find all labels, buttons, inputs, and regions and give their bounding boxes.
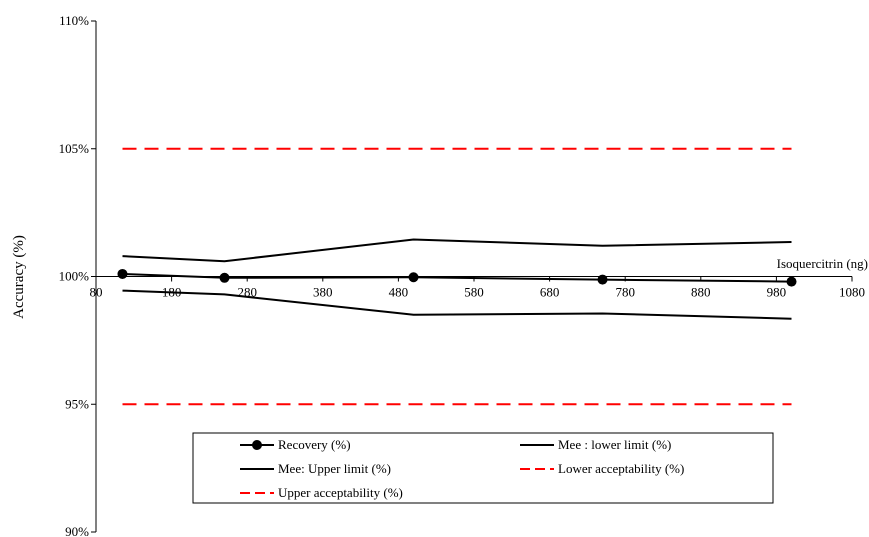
y-tick-label: 90% bbox=[65, 524, 89, 537]
x-tick-label: 280 bbox=[237, 285, 257, 300]
legend-box bbox=[192, 432, 774, 504]
legend-label-0: Recovery (%) bbox=[278, 437, 351, 452]
series-line-2 bbox=[122, 238, 792, 263]
x-tick-label: 80 bbox=[90, 285, 103, 300]
legend-label-1: Mee : lower limit (%) bbox=[558, 437, 671, 452]
x-tick-label: 1080 bbox=[839, 285, 865, 300]
x-tick-label: 180 bbox=[162, 285, 182, 300]
x-tick-label: 880 bbox=[691, 285, 711, 300]
x-tick-label: 380 bbox=[313, 285, 333, 300]
x-tick-label: 680 bbox=[540, 285, 560, 300]
recovery-point bbox=[117, 268, 128, 279]
y-axis-title: Accuracy (%) bbox=[11, 235, 27, 319]
series-lines bbox=[117, 147, 797, 406]
legend-marker bbox=[252, 440, 262, 450]
x-tick-label: 780 bbox=[615, 285, 635, 300]
tick-labels: 90% 95% 100% 105% 110% 80 180 280 380 480 580 680 78… bbox=[59, 13, 865, 537]
y-tick-label: 95% bbox=[65, 396, 89, 411]
legend: Recovery (%) Mee : lower limit (%) Mee: Up… bbox=[192, 432, 774, 504]
recovery-point bbox=[219, 272, 230, 283]
legend-label-3: Lower acceptability (%) bbox=[558, 461, 684, 476]
recovery-point bbox=[786, 276, 797, 287]
legend-label-4: Upper acceptability (%) bbox=[278, 485, 403, 500]
recovery-point bbox=[597, 274, 608, 285]
recovery-point bbox=[408, 272, 419, 283]
y-tick-label: 100% bbox=[59, 269, 90, 284]
x-axis-title: Isoquercitrin (ng) bbox=[777, 256, 868, 271]
x-tick-label: 980 bbox=[767, 285, 787, 300]
series-line-1 bbox=[122, 289, 792, 320]
legend-label-2: Mee: Upper limit (%) bbox=[278, 461, 391, 476]
y-tick-label: 110% bbox=[59, 13, 89, 28]
x-tick-label: 480 bbox=[389, 285, 409, 300]
axes bbox=[91, 20, 853, 533]
y-tick-label: 105% bbox=[59, 141, 90, 156]
x-tick-label: 580 bbox=[464, 285, 484, 300]
